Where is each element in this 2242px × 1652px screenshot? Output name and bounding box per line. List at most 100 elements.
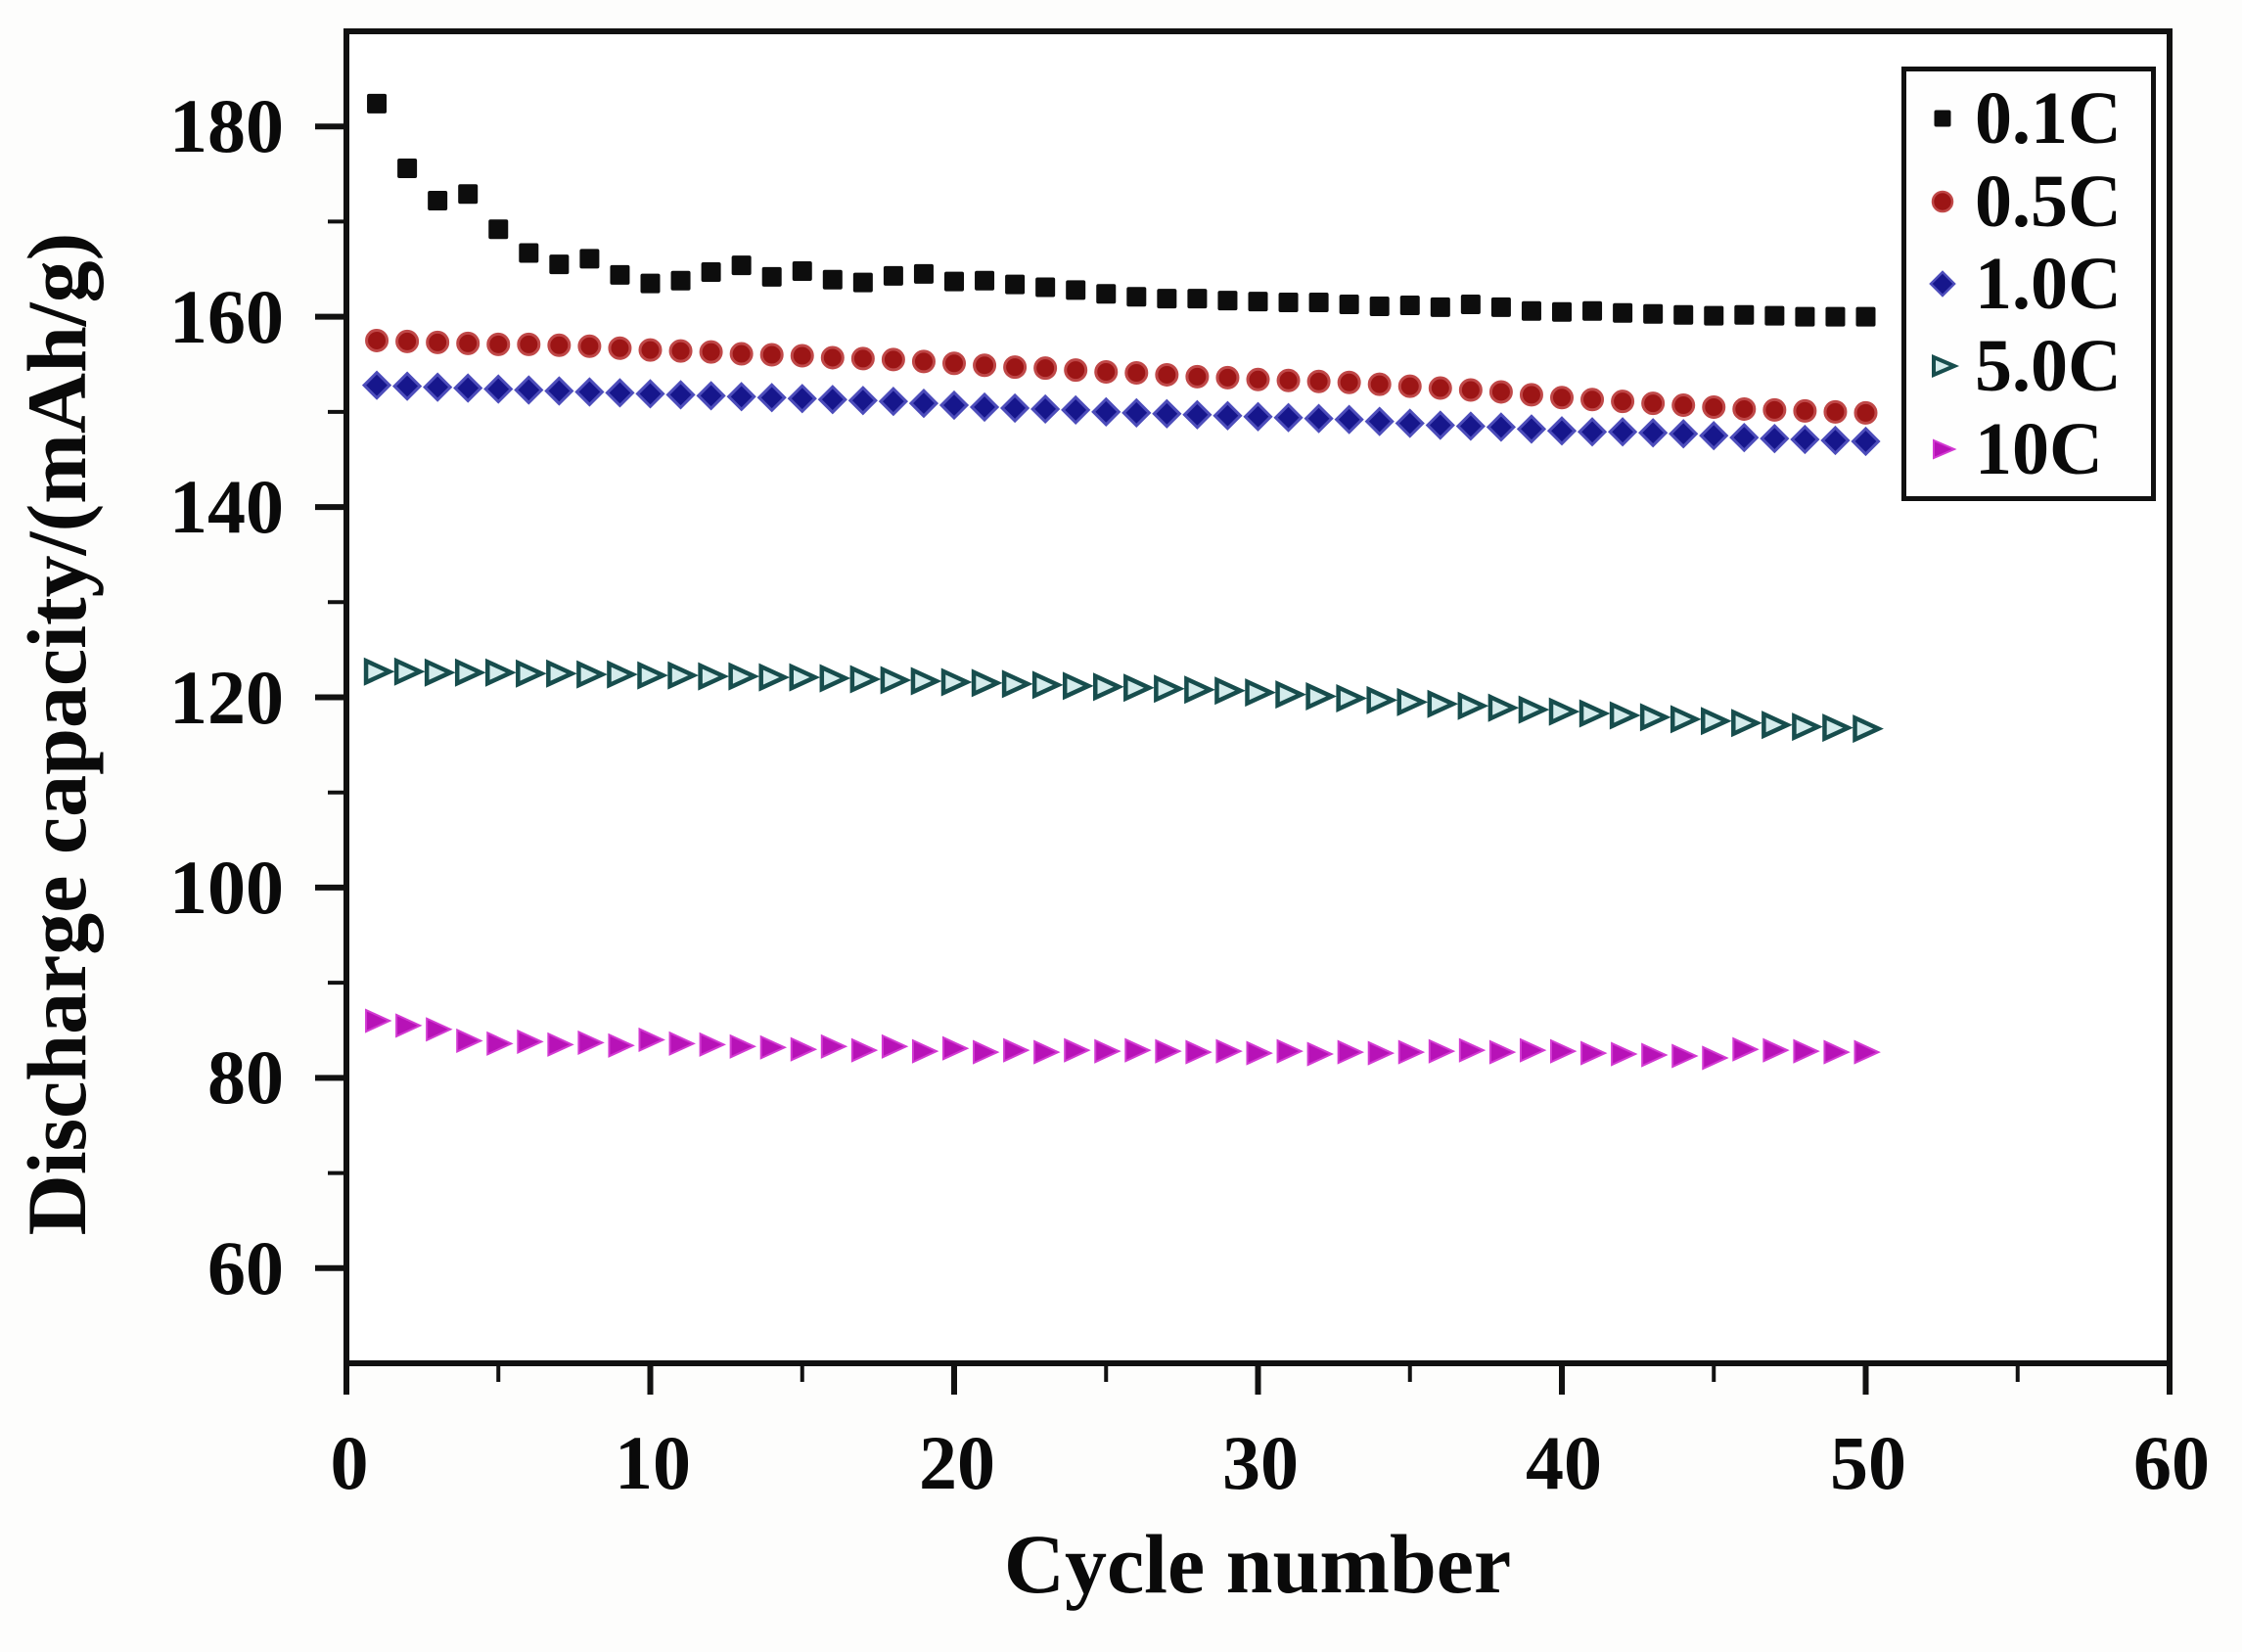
x-tick-label: 60 [2133,1420,2210,1505]
data-point-10C [1367,1040,1396,1066]
data-point-0.1C [822,269,843,290]
data-point-0.5C [699,340,723,364]
legend-item: 1.0C [1918,247,2151,321]
data-point-0.5C [1064,358,1088,383]
data-point-0.5C [1580,388,1605,412]
x-tick-label: 20 [919,1420,995,1505]
legend-label: 0.5C [1975,160,2122,243]
data-point-5.0C [880,665,912,695]
data-point-10C [517,1029,544,1054]
legend: 0.1C 0.5C 1.0C 5.0C 10C [1901,67,2156,501]
data-point-10C [395,1013,423,1038]
data-point-10C [942,1035,970,1061]
y-tick-label: 140 [169,464,284,549]
data-point-0.1C [1855,306,1876,327]
data-point-0.5C [1519,383,1543,407]
data-point-1.0C [847,386,878,416]
data-point-0.5C [577,334,602,358]
legend-item: 0.5C [1918,164,2151,239]
data-point-10C [1641,1042,1669,1068]
data-point-10C [1064,1037,1091,1063]
data-point-10C [1550,1038,1578,1064]
y-tick-label: 120 [169,655,284,740]
data-point-0.1C [1187,289,1208,309]
data-point-1.0C [544,376,574,406]
data-point-0.1C [1643,303,1664,324]
data-point-1.0C [1061,394,1091,426]
data-point-0.1C [1552,301,1572,322]
data-point-1.0C [1486,412,1517,442]
data-point-5.0C [546,659,577,688]
data-point-0.1C [610,264,630,285]
data-point-10C [456,1028,483,1054]
data-point-0.5C [1124,360,1149,385]
data-point-0.1C [519,243,539,263]
data-point-10C [1155,1038,1182,1064]
data-point-10C [486,1031,514,1056]
data-point-10C [426,1017,453,1042]
legend-label: 0.1C [1975,77,2122,161]
data-point-10C [1337,1039,1365,1065]
data-point-5.0C [910,666,942,696]
data-point-5.0C [1031,670,1064,700]
x-tick-label: 10 [615,1420,691,1505]
data-point-0.1C [1308,293,1329,313]
data-point-1.0C [878,387,909,417]
data-point-10C [1458,1037,1487,1063]
data-point-5.0C [1548,697,1580,726]
data-point-0.5C [1003,355,1028,380]
data-point-5.0C [1245,678,1276,708]
data-point-10C [759,1034,788,1060]
data-point-0.1C [488,219,509,240]
data-point-1.0C [361,370,392,400]
data-point-0.5C [1306,369,1331,393]
data-point-10C [1853,1039,1881,1065]
y-tick-label: 80 [207,1034,284,1120]
data-point-5.0C [1762,711,1793,740]
data-point-10C [668,1031,696,1056]
data-point-0.5C [973,353,997,378]
data-point-0.1C [1430,297,1450,317]
data-point-0.1C [731,255,752,276]
data-point-1.0C [1820,425,1851,456]
data-point-0.1C [1704,305,1724,326]
data-point-0.5C [1155,362,1179,387]
y-axis-title: Discharge capacity/(mAh/g) [10,232,104,1236]
data-point-5.0C [728,662,760,691]
data-point-0.5C [638,338,663,362]
data-point-0.1C [1673,304,1694,325]
data-point-5.0C [971,668,1003,698]
data-point-1.0C [1364,406,1395,436]
data-point-5.0C [1214,676,1246,706]
data-point-10C [1003,1037,1030,1063]
data-point-1.0C [483,374,514,404]
data-point-1.0C [1152,398,1182,429]
data-point-10C [1611,1041,1638,1067]
data-point-10C [729,1033,757,1059]
data-point-0.1C [1734,304,1755,325]
data-point-0.1C [1096,284,1117,304]
data-point-5.0C [516,659,547,688]
data-point-1.0C [908,388,939,419]
data-point-0.1C [579,249,600,269]
data-point-5.0C [1670,705,1702,734]
data-point-5.0C [1701,707,1732,736]
data-point-1.0C [756,383,787,413]
data-point-5.0C [1184,675,1215,705]
data-point-0.5C [729,342,754,366]
data-point-1.0C [1030,393,1061,425]
data-point-1.0C [969,391,1000,423]
data-point-10C [1185,1039,1213,1065]
data-point-5.0C [393,657,426,686]
data-point-10C [1246,1040,1273,1066]
data-point-0.5C [759,343,784,367]
data-point-0.5C [1823,399,1848,424]
data-point-10C [850,1037,879,1063]
data-point-10C [1033,1039,1061,1065]
data-point-10C [1276,1038,1304,1064]
data-point-0.5C [1488,380,1513,404]
data-point-0.5C [1853,400,1878,425]
data-point-0.1C [792,260,812,281]
